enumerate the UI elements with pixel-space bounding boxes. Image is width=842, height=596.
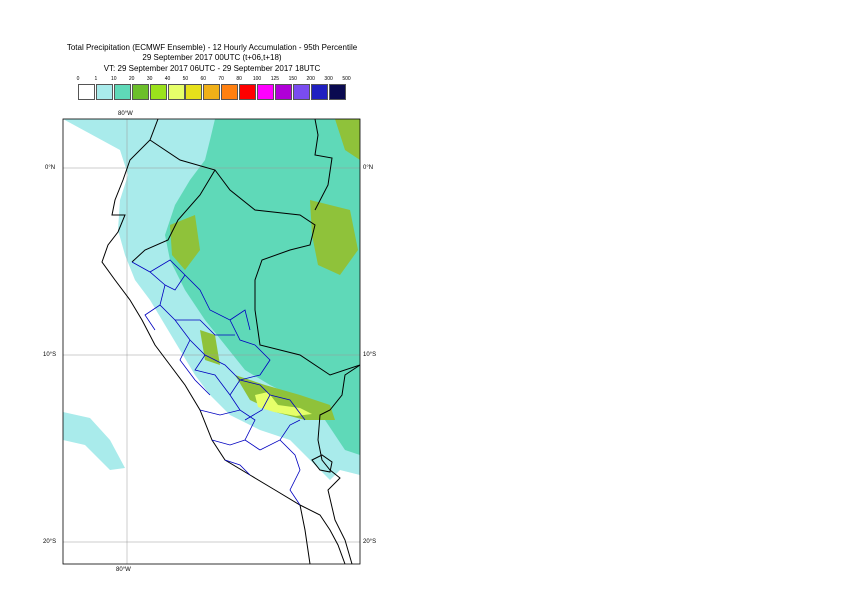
lon-label-bottom: 80°W [116,567,131,573]
lat-label-10-right: 10°S [363,352,377,358]
scale-swatch [95,84,113,100]
scale-swatch [274,84,292,100]
coastline [101,119,346,564]
base-time-line: 29 September 2017 00UTC (t+06,t+18) [142,53,282,62]
lat-label-20-right: 20°S [363,539,377,545]
scale-swatch [328,84,346,100]
scale-label: 60 [200,76,207,82]
country-border-ecuador-colombia [149,139,360,376]
scale-swatch [113,84,131,100]
scale-label: 125 [270,76,280,82]
scale-label: 80 [236,76,242,82]
country-border-brazil-colombia [314,119,333,211]
lake-titicaca [311,454,333,473]
lat-label-0-right: 0°N [363,165,374,171]
scale-label: 50 [182,76,189,82]
scale-label: 100 [252,76,262,82]
scale-label: 150 [288,76,297,82]
scale-swatch [257,84,274,100]
valid-time-line: VT: 29 September 2017 06UTC - 29 Septemb… [103,64,321,73]
precip-olive-area-3 [335,119,360,160]
scale-swatch [131,84,149,100]
scale-label: 70 [218,76,224,82]
scale-swatch [167,84,185,100]
precip-offshore-patch [63,412,125,470]
precip-olive-area-1 [170,215,200,270]
map-title: Total Precipitation (ECMWF Ensemble) - 1… [66,43,358,52]
country-border-ecuador-peru [131,169,216,263]
regional-borders [131,259,306,506]
map-frame [62,118,361,565]
scale-label: 300 [324,76,333,82]
scale-label: 30 [146,76,153,82]
scale-swatch [310,84,328,100]
lat-label-10-left: 10°S [43,352,57,358]
country-border-bolivia [317,364,360,564]
scale-label: 500 [342,76,351,82]
scale-label: 40 [164,76,171,82]
scale-swatch [203,84,221,100]
lat-label-0-left: 0°N [45,165,56,171]
lon-label-top: 80°W [118,111,133,117]
scale-label: 20 [128,76,135,82]
scale-swatch [221,84,239,100]
scale-label: 1 [94,76,98,82]
country-border-chile [299,504,311,564]
precip-olive-area-2 [310,200,358,275]
lat-label-20-left: 20°S [43,539,57,545]
scale-swatch [149,84,167,100]
scale-swatch [78,84,95,100]
scale-swatch [185,84,203,100]
scale-label: 0 [76,76,80,82]
precip-olive-area-5 [200,330,220,365]
precip-olive-area-4 [235,375,335,420]
scale-label: 200 [306,76,315,82]
scale-swatch [239,84,257,100]
scale-label: 10 [111,76,117,82]
scale-swatch [292,84,310,100]
